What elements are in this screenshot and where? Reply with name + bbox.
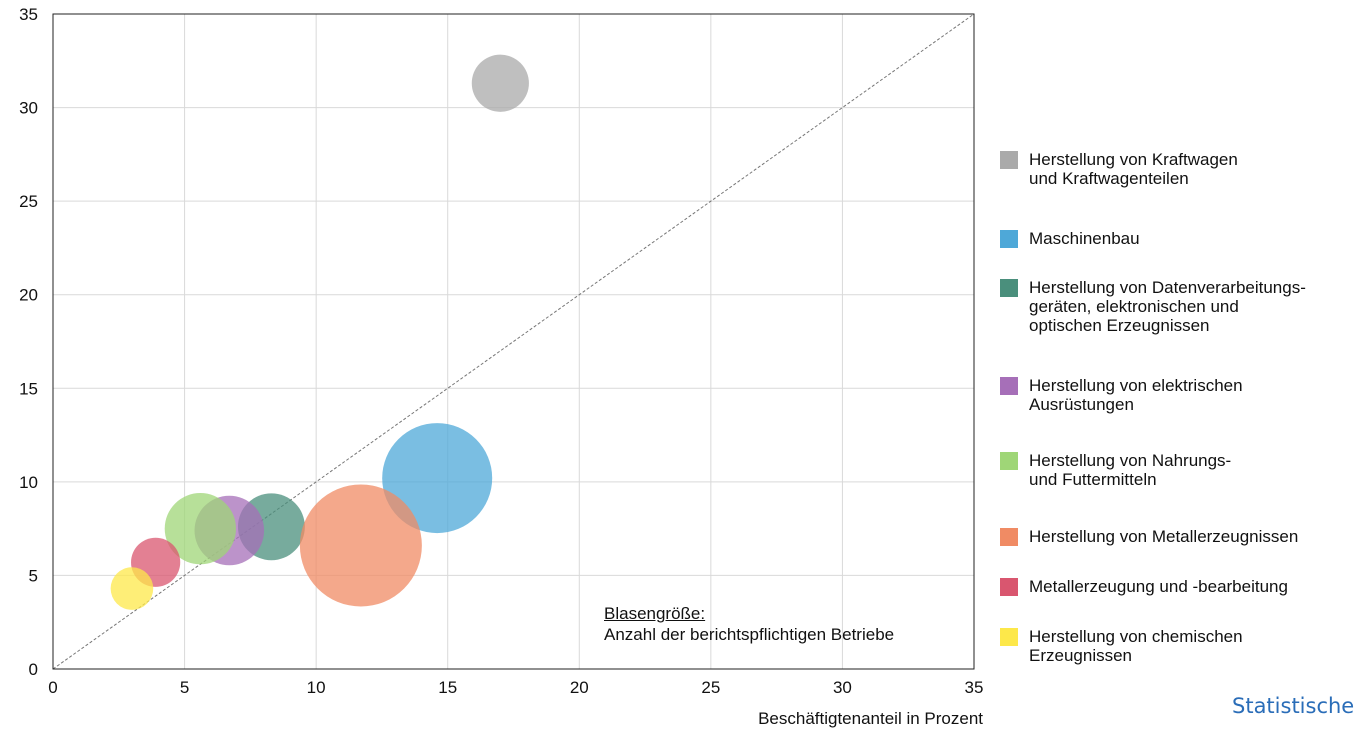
legend-item: Maschinenbau (1000, 229, 1140, 248)
x-tick-label: 20 (570, 678, 589, 697)
x-axis-label: Beschäftigtenanteil in Prozent (758, 709, 983, 728)
legend-label: Maschinenbau (1029, 229, 1140, 248)
legend-swatch (1000, 230, 1018, 248)
grid (52, 13, 975, 670)
diagonal-reference-line (52, 13, 975, 670)
axis-ticks: 0 5 10 15 20 25 30 35 0 5 10 15 20 25 30 35 (19, 5, 983, 697)
x-tick-label: 30 (833, 678, 852, 697)
legend-swatch (1000, 377, 1018, 395)
legend-swatch (1000, 279, 1018, 297)
x-tick-label: 5 (180, 678, 189, 697)
y-tick-label: 15 (19, 379, 38, 398)
footer-source-text: Statistische (1232, 694, 1355, 718)
bubble-size-note-title: Blasengröße: (604, 604, 706, 623)
bubble (471, 54, 529, 112)
y-tick-label: 10 (19, 473, 38, 492)
x-tick-label: 10 (307, 678, 326, 697)
bubble-size-note: Blasengröße: Anzahl der berichtspflichti… (604, 603, 894, 645)
y-tick-label: 0 (29, 660, 38, 679)
legend-swatch (1000, 151, 1018, 169)
bubble-size-note-text: Anzahl der berichtspflichtigen Betriebe (604, 625, 895, 644)
legend-label: Herstellung von chemischen Erzeugnissen (1029, 627, 1243, 665)
x-tick-label: 25 (701, 678, 720, 697)
legend-label: Herstellung von elektrischen Ausrüstunge… (1029, 376, 1243, 414)
bubble (110, 567, 154, 610)
legend-label: Herstellung von Nahrungs- und Futtermitt… (1029, 451, 1232, 489)
bubble (299, 484, 422, 607)
legend-item: Metallerzeugung und -bearbeitung (1000, 577, 1288, 596)
bubbles (110, 54, 529, 610)
legend-label: Metallerzeugung und -bearbeitung (1029, 577, 1288, 596)
legend-item: Herstellung von Nahrungs- und Futtermitt… (1000, 451, 1231, 489)
legend-label: Herstellung von Datenverarbeitungs- gerä… (1029, 278, 1306, 335)
legend-item: Herstellung von Datenverarbeitungs- gerä… (1000, 278, 1306, 335)
x-tick-label: 15 (438, 678, 457, 697)
legend-item: Herstellung von Metallerzeugnissen (1000, 527, 1298, 546)
y-tick-label: 20 (19, 286, 38, 305)
bubble (382, 423, 493, 534)
x-tick-label: 35 (965, 678, 984, 697)
x-tick-label: 0 (48, 678, 57, 697)
legend-swatch (1000, 452, 1018, 470)
y-tick-label: 25 (19, 192, 38, 211)
legend-swatch (1000, 578, 1018, 596)
y-tick-label: 30 (19, 99, 38, 118)
legend-item: Herstellung von Kraftwagen und Kraftwage… (1000, 150, 1238, 188)
y-tick-label: 5 (29, 566, 38, 585)
plot-frame (52, 13, 975, 670)
legend-item: Herstellung von chemischen Erzeugnissen (1000, 627, 1243, 665)
legend-label: Herstellung von Kraftwagen und Kraftwage… (1029, 150, 1238, 188)
legend-item: Herstellung von elektrischen Ausrüstunge… (1000, 376, 1243, 414)
legend-label: Herstellung von Metallerzeugnissen (1029, 527, 1299, 546)
y-tick-label: 35 (19, 5, 38, 24)
legend-swatch (1000, 628, 1018, 646)
legend-swatch (1000, 528, 1018, 546)
bubble (164, 492, 237, 565)
